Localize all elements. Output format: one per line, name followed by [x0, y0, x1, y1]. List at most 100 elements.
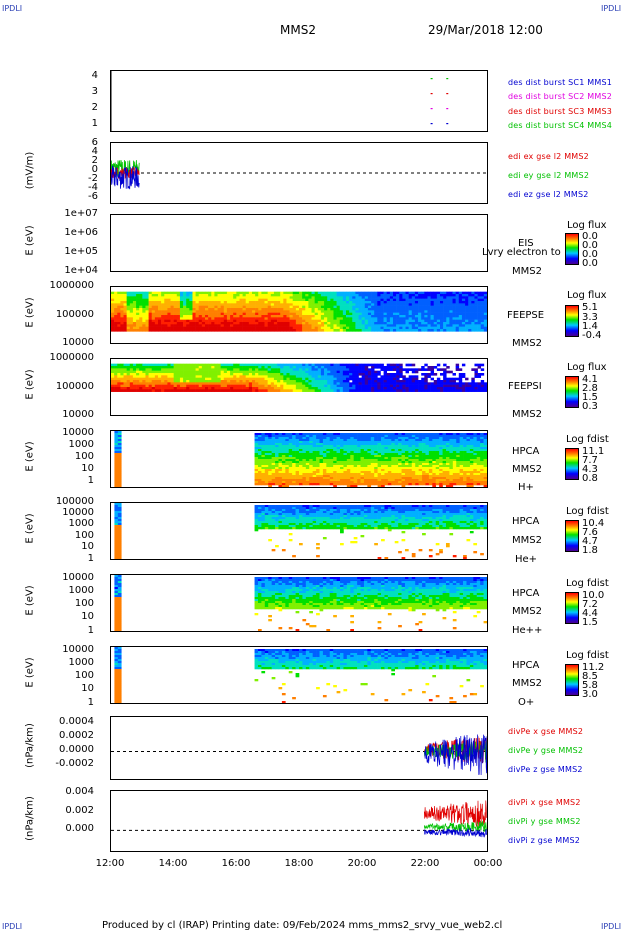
spectrogram-cell — [164, 329, 168, 332]
edi-plot — [111, 160, 487, 190]
spectrogram-cell — [242, 294, 247, 297]
spectrogram-cell — [242, 387, 247, 390]
spectrogram-cell — [278, 443, 283, 446]
spectrogram-cell — [367, 433, 372, 436]
spectrogram-cell — [286, 319, 290, 323]
spectrogram-cell — [285, 471, 290, 474]
spectrogram-cell — [114, 298, 118, 302]
spectrogram-cell — [283, 317, 287, 320]
spectrogram-cell — [309, 465, 313, 468]
spectrogram-cell — [314, 319, 319, 323]
spectrogram-cell — [258, 377, 262, 381]
spectrogram-cell — [230, 368, 234, 371]
spectrogram-cell — [361, 326, 366, 330]
spectrogram-cell — [254, 469, 259, 472]
spectrogram-cell — [183, 317, 187, 320]
spectrogram-cell — [223, 294, 228, 297]
spectrogram-cell — [324, 377, 328, 381]
spectrogram-cell — [186, 373, 190, 376]
spectrogram-cell — [117, 319, 121, 323]
spectrogram-cell — [425, 457, 430, 460]
spectrogram-cell — [394, 451, 399, 454]
spectrogram-cell — [120, 375, 124, 378]
spectrogram-cell — [277, 373, 281, 376]
spectrogram-cell — [446, 296, 450, 299]
spectrogram-cell — [252, 301, 256, 304]
spectrogram-cell — [285, 437, 290, 440]
colorbar-value: 0.0 — [582, 231, 598, 242]
spectrogram-cell — [302, 377, 306, 381]
spectrogram-cell — [483, 310, 487, 313]
spectrogram-cell — [399, 298, 403, 302]
spectrogram-cell — [408, 437, 413, 440]
spectrogram-cell — [186, 294, 190, 297]
spectrogram-cell — [154, 301, 159, 304]
spectrogram-cell — [339, 294, 344, 297]
spectrogram-cell — [264, 449, 269, 452]
spectrogram-cell — [267, 368, 272, 371]
spectrogram-cell — [480, 319, 485, 323]
spectrogram-cell — [289, 294, 294, 297]
spectrogram-cell — [471, 301, 475, 304]
colorbar-value: 0.3 — [582, 401, 598, 412]
spectrogram-cell — [201, 387, 206, 390]
spectrogram-cell — [428, 469, 433, 472]
spectrogram-cell — [285, 457, 290, 460]
spectrogram-cell — [339, 368, 344, 371]
spectrogram-cell — [264, 447, 269, 450]
spectrogram-cell — [295, 329, 300, 332]
spectrogram-cell — [458, 315, 463, 318]
spectrogram-cell — [208, 298, 212, 302]
spectrogram-cell — [226, 363, 231, 367]
spectrogram-cell — [393, 366, 397, 369]
spectrogram-cell — [398, 469, 402, 472]
spectrogram-cell — [342, 380, 347, 383]
spectrogram-cell — [254, 443, 259, 446]
spectrogram-cell — [352, 315, 356, 318]
spectrogram-cell — [424, 305, 428, 309]
spectrogram-cell — [217, 382, 221, 385]
spectrogram-cell — [183, 370, 187, 374]
spectrogram-cell — [311, 301, 315, 304]
spectrogram-cell — [418, 483, 423, 486]
spectrogram-cell — [299, 377, 303, 381]
spectrogram-cell — [405, 322, 409, 325]
spectrogram-cell — [327, 326, 331, 330]
spectrogram-cell — [255, 303, 259, 306]
spectrogram-cell — [326, 453, 331, 456]
spectrogram-cell — [333, 483, 337, 486]
spectrogram-cell — [353, 459, 358, 462]
spectrogram-cell — [471, 382, 475, 385]
spectrogram-cell — [271, 445, 276, 448]
spectrogram-cell — [391, 435, 396, 438]
spectrogram-cell — [445, 475, 450, 478]
spectrogram-cell — [314, 387, 319, 390]
spectrogram-cell — [278, 451, 283, 454]
spectrogram-cell — [261, 319, 265, 323]
spectrogram-cell — [161, 363, 165, 367]
spectrogram-cell — [117, 301, 121, 304]
spectrogram-cell — [314, 370, 319, 374]
spectrogram-cell — [129, 312, 134, 316]
spectrogram-cell — [151, 324, 156, 327]
spectrogram-cell — [299, 447, 303, 450]
spectrogram-cell — [280, 384, 284, 388]
spectrogram-cell — [308, 317, 312, 320]
spectrogram-cell — [381, 439, 385, 442]
spectrogram-cell — [353, 439, 358, 442]
spectrogram-cell — [329, 447, 334, 450]
spectrogram-cell — [377, 301, 381, 304]
spectrogram-cell — [319, 465, 324, 468]
spectrogram-cell — [391, 455, 396, 458]
spectrogram-cell — [393, 308, 397, 311]
spectrogram-cell — [474, 326, 478, 330]
spectrogram-cell — [295, 315, 300, 318]
spectrogram-cell — [186, 310, 190, 313]
spectrogram-cell — [295, 301, 300, 304]
spectrogram-cell — [189, 387, 193, 390]
spectrogram-cell — [377, 445, 382, 448]
spectrogram-cell — [117, 449, 122, 452]
spectrogram-cell — [386, 329, 391, 332]
spectrogram-cell — [342, 366, 347, 369]
spectrogram-cell — [267, 301, 272, 304]
